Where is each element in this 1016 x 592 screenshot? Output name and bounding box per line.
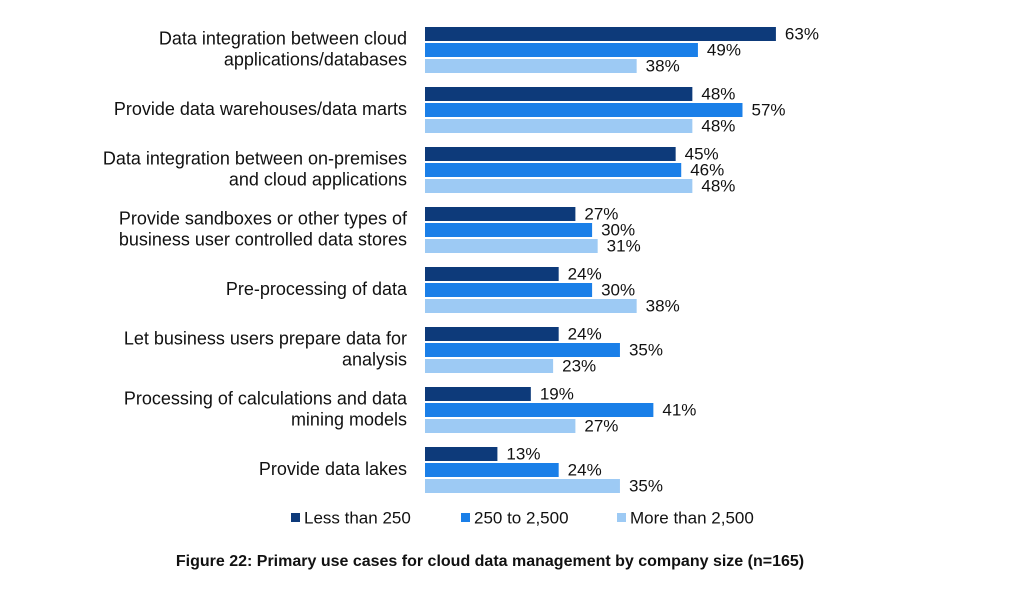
legend-swatch — [291, 513, 300, 522]
data-label: 30% — [601, 280, 635, 299]
data-label: 30% — [601, 220, 635, 239]
bar — [425, 239, 598, 253]
bar — [425, 87, 693, 101]
category-label: Let business users prepare data for — [124, 328, 407, 348]
bar — [425, 447, 498, 461]
data-label: 24% — [568, 324, 602, 343]
legend-swatch — [461, 513, 470, 522]
bar — [425, 283, 593, 297]
bar — [425, 43, 698, 57]
bar-chart: Data integration between cloudapplicatio… — [103, 24, 819, 527]
bar — [425, 343, 620, 357]
legend-label: 250 to 2,500 — [474, 508, 569, 527]
data-label: 38% — [646, 56, 680, 75]
bars — [425, 27, 776, 493]
category-label: applications/databases — [224, 49, 407, 69]
figure-caption: Figure 22: Primary use cases for cloud d… — [175, 553, 805, 570]
data-label: 45% — [685, 144, 719, 163]
data-label: 63% — [785, 24, 819, 43]
value-labels: 63%49%38%48%57%48%45%46%48%27%30%31%24%3… — [506, 24, 819, 495]
category-label: Provide sandboxes or other types of — [119, 208, 408, 228]
data-label: 31% — [607, 236, 641, 255]
category-label: and cloud applications — [229, 169, 407, 189]
data-label: 35% — [629, 476, 663, 495]
bar — [425, 147, 676, 161]
category-label: mining models — [291, 409, 407, 429]
category-label: analysis — [342, 349, 407, 369]
category-label: Provide data warehouses/data marts — [114, 99, 407, 119]
category-label: Processing of calculations and data — [124, 388, 408, 408]
bar — [425, 179, 693, 193]
data-label: 57% — [751, 100, 785, 119]
category-label: Data integration between on-premises — [103, 148, 407, 168]
bar — [425, 299, 637, 313]
data-label: 48% — [701, 116, 735, 135]
data-label: 19% — [540, 384, 574, 403]
bar — [425, 359, 554, 373]
bar — [425, 103, 743, 117]
bar — [425, 207, 576, 221]
bar — [425, 267, 559, 281]
data-label: 13% — [506, 444, 540, 463]
data-label: 27% — [584, 204, 618, 223]
data-label: 24% — [568, 460, 602, 479]
bar — [425, 479, 620, 493]
legend-label: More than 2,500 — [630, 508, 754, 527]
category-label: Provide data lakes — [259, 459, 407, 479]
legend-swatch — [617, 513, 626, 522]
data-label: 49% — [707, 40, 741, 59]
bar — [425, 463, 559, 477]
bar — [425, 387, 531, 401]
category-label: Pre-processing of data — [226, 279, 408, 299]
legend-label: Less than 250 — [304, 508, 411, 527]
category-labels: Data integration between cloudapplicatio… — [103, 28, 408, 479]
bar — [425, 27, 776, 41]
data-label: 27% — [584, 416, 618, 435]
data-label: 46% — [690, 160, 724, 179]
bar — [425, 403, 654, 417]
bar — [425, 59, 637, 73]
data-label: 24% — [568, 264, 602, 283]
data-label: 23% — [562, 356, 596, 375]
data-label: 48% — [701, 176, 735, 195]
data-label: 41% — [662, 400, 696, 419]
data-label: 38% — [646, 296, 680, 315]
bar — [425, 223, 593, 237]
bar — [425, 327, 559, 341]
category-label: Data integration between cloud — [159, 28, 407, 48]
data-label: 48% — [701, 84, 735, 103]
category-label: business user controlled data stores — [119, 229, 407, 249]
bar — [425, 163, 682, 177]
bar — [425, 119, 693, 133]
legend: Less than 250 250 to 2,500 More than 2,500 — [291, 508, 754, 527]
data-label: 35% — [629, 340, 663, 359]
bar — [425, 419, 576, 433]
